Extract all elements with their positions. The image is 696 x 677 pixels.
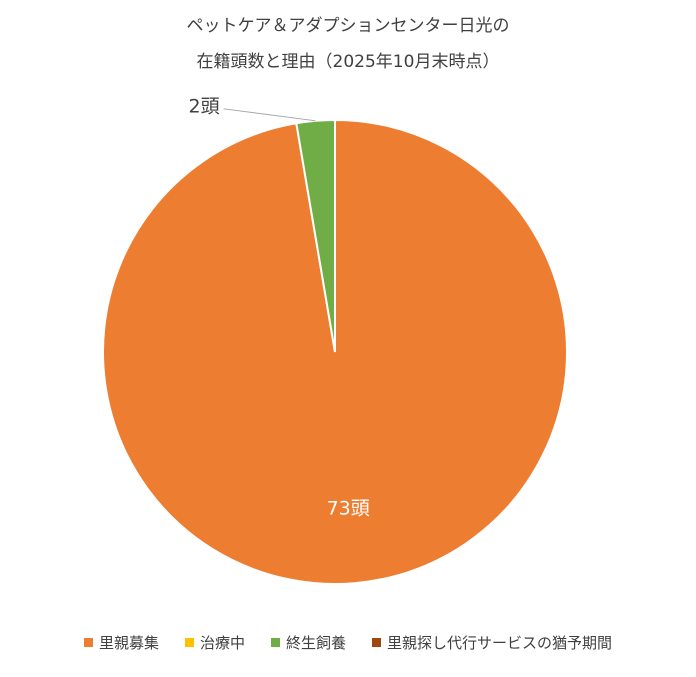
- data-label-lifelong-care: 2頭: [188, 95, 219, 117]
- chart-legend: 里親募集 治療中 終生飼養 里親探し代行サービスの猶予期間: [0, 632, 696, 653]
- legend-item-lifelong-care: 終生飼養: [271, 632, 346, 653]
- legend-swatch-lifelong-care: [271, 638, 280, 647]
- leader-line-lifelong-care: [223, 108, 316, 122]
- chart-title: ペットケア＆アダプションセンター日光の 在籍頭数と理由（2025年10月末時点）: [0, 8, 696, 80]
- legend-swatch-grace-period: [372, 638, 382, 647]
- chart-title-line-2: 在籍頭数と理由（2025年10月末時点）: [196, 52, 500, 72]
- legend-item-grace-period: 里親探し代行サービスの猶予期間: [372, 632, 612, 653]
- legend-label-grace-period: 里親探し代行サービスの猶予期間: [387, 634, 613, 652]
- legend-label-adoption: 里親募集: [98, 634, 159, 652]
- legend-label-lifelong-care: 終生飼養: [286, 634, 347, 652]
- legend-item-adoption: 里親募集: [83, 632, 159, 653]
- chart-title-line-1: ペットケア＆アダプションセンター日光の: [186, 16, 510, 36]
- legend-label-treatment: 治療中: [199, 634, 245, 652]
- legend-swatch-adoption: [83, 638, 93, 647]
- data-label-adoption: 73頭: [327, 498, 370, 520]
- legend-item-treatment: 治療中: [184, 632, 245, 653]
- pie-slice-lifelong-care: [295, 118, 336, 353]
- legend-swatch-treatment: [184, 638, 194, 647]
